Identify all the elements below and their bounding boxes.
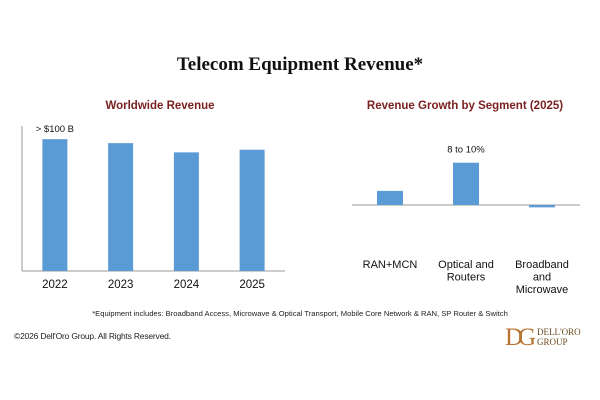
bar-ran-mcn (377, 190, 403, 205)
bar-2023 (108, 143, 134, 271)
category-label-broadband-and-microwave: Broadband and Microwave (515, 259, 569, 296)
main-title: Telecom Equipment Revenue* (176, 54, 424, 75)
bar-2025 (239, 149, 265, 271)
logo-line-1: DELL'ORO (537, 327, 581, 337)
footnote: *Equipment includes: Broadband Access, M… (92, 309, 508, 318)
x-tick-label-2023: 2023 (108, 279, 134, 291)
x-tick-label-2024: 2024 (174, 279, 200, 291)
bar-optical-and-routers (453, 162, 479, 205)
logo-mark: DG (505, 324, 536, 351)
bar-2022 (42, 139, 68, 271)
x-tick-label-2025: 2025 (239, 279, 265, 291)
x-tick-label-2022: 2022 (42, 279, 68, 291)
copyright-notice: ©2026 Dell'Oro Group. All Rights Reserve… (14, 331, 171, 341)
data-label-optical-and-routers: 8 to 10% (447, 145, 485, 156)
chart-left-title: Worldwide Revenue (105, 100, 215, 112)
category-label-ran-mcn: RAN+MCN (363, 259, 418, 271)
logo-line-2: GROUP (537, 337, 568, 347)
bar-broadband-and-microwave (529, 205, 555, 208)
bar-2024 (173, 152, 199, 271)
logo-wordmark: DELL'ORO GROUP (537, 327, 581, 347)
company-logo: DG DELL'ORO GROUP (505, 325, 590, 351)
chart-right-title: Revenue Growth by Segment (2025) (366, 100, 564, 112)
category-label-optical-and-routers: Optical and Routers (438, 259, 494, 284)
data-label-2022: > $100 B (36, 124, 74, 135)
